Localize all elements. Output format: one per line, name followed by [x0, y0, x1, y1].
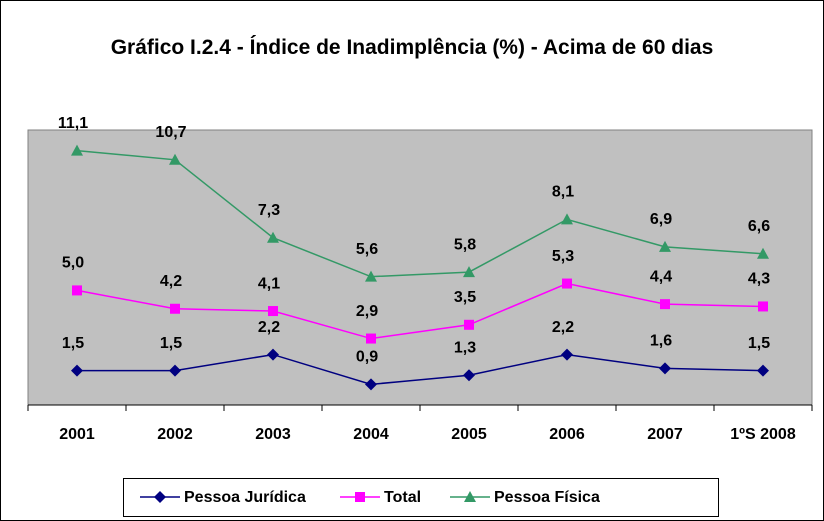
x-tick-label: 2007	[647, 426, 683, 443]
x-tick-label: 2005	[451, 426, 487, 443]
data-label: 6,6	[748, 218, 770, 235]
x-tick-label: 2006	[549, 426, 585, 443]
x-tick-label: 2004	[353, 426, 389, 443]
marker	[365, 378, 377, 391]
marker	[267, 348, 279, 361]
data-label: 4,2	[160, 273, 182, 290]
data-label: 8,1	[552, 184, 574, 201]
data-label: 1,5	[160, 335, 182, 352]
marker	[463, 369, 475, 382]
data-label: 7,3	[258, 202, 280, 219]
data-label: 4,4	[650, 268, 672, 285]
marker	[757, 364, 769, 377]
series-line	[77, 353, 764, 386]
chart-title: Gráfico I.2.4 - Índice de Inadimplência …	[110, 36, 714, 59]
marker	[366, 333, 376, 344]
data-label: 2,9	[356, 303, 378, 320]
marker	[72, 285, 82, 296]
marker	[464, 319, 474, 330]
data-label: 1,6	[650, 333, 672, 350]
marker	[355, 492, 365, 502]
data-label: 5,3	[552, 248, 574, 265]
marker	[660, 299, 670, 310]
legend	[123, 478, 719, 517]
data-label: 4,1	[258, 275, 280, 292]
marker	[365, 270, 377, 282]
marker	[71, 144, 83, 156]
marker	[268, 306, 278, 317]
marker	[659, 362, 671, 375]
marker	[464, 491, 476, 502]
marker	[561, 348, 573, 361]
data-label: 1,3	[454, 339, 476, 356]
series-line	[76, 149, 764, 278]
marker	[154, 491, 166, 503]
x-tick-label: 1ºS 2008	[730, 426, 796, 443]
x-tick-label: 2001	[59, 426, 95, 443]
data-label: 11,1	[58, 115, 88, 132]
marker	[659, 240, 671, 252]
data-label: 5,8	[454, 236, 476, 253]
x-tick-label: 2003	[255, 426, 291, 443]
data-label: 2,2	[552, 319, 574, 336]
legend-label: Pessoa Física	[494, 489, 600, 506]
series-line	[76, 282, 764, 340]
data-label: 10,7	[155, 124, 186, 141]
marker	[267, 231, 279, 243]
marker	[169, 153, 181, 165]
data-label: 2,2	[258, 319, 280, 336]
data-label: 1,5	[748, 335, 770, 352]
marker	[561, 213, 573, 225]
marker	[757, 247, 769, 259]
marker	[169, 364, 181, 377]
data-label: 5,6	[356, 241, 378, 258]
data-label: 4,3	[748, 271, 770, 288]
x-tick-label: 2002	[157, 426, 193, 443]
marker	[562, 278, 572, 289]
marker	[170, 303, 180, 314]
data-label: 1,5	[62, 335, 84, 352]
legend-label: Total	[384, 489, 421, 506]
plot-area	[27, 129, 813, 406]
data-label: 3,5	[454, 289, 476, 306]
marker	[71, 364, 83, 377]
marker	[758, 301, 768, 312]
data-label: 6,9	[650, 211, 672, 228]
data-label: 0,9	[356, 349, 378, 366]
legend-label: Pessoa Jurídica	[184, 489, 306, 506]
marker	[463, 266, 475, 278]
data-label: 5,0	[62, 255, 84, 272]
